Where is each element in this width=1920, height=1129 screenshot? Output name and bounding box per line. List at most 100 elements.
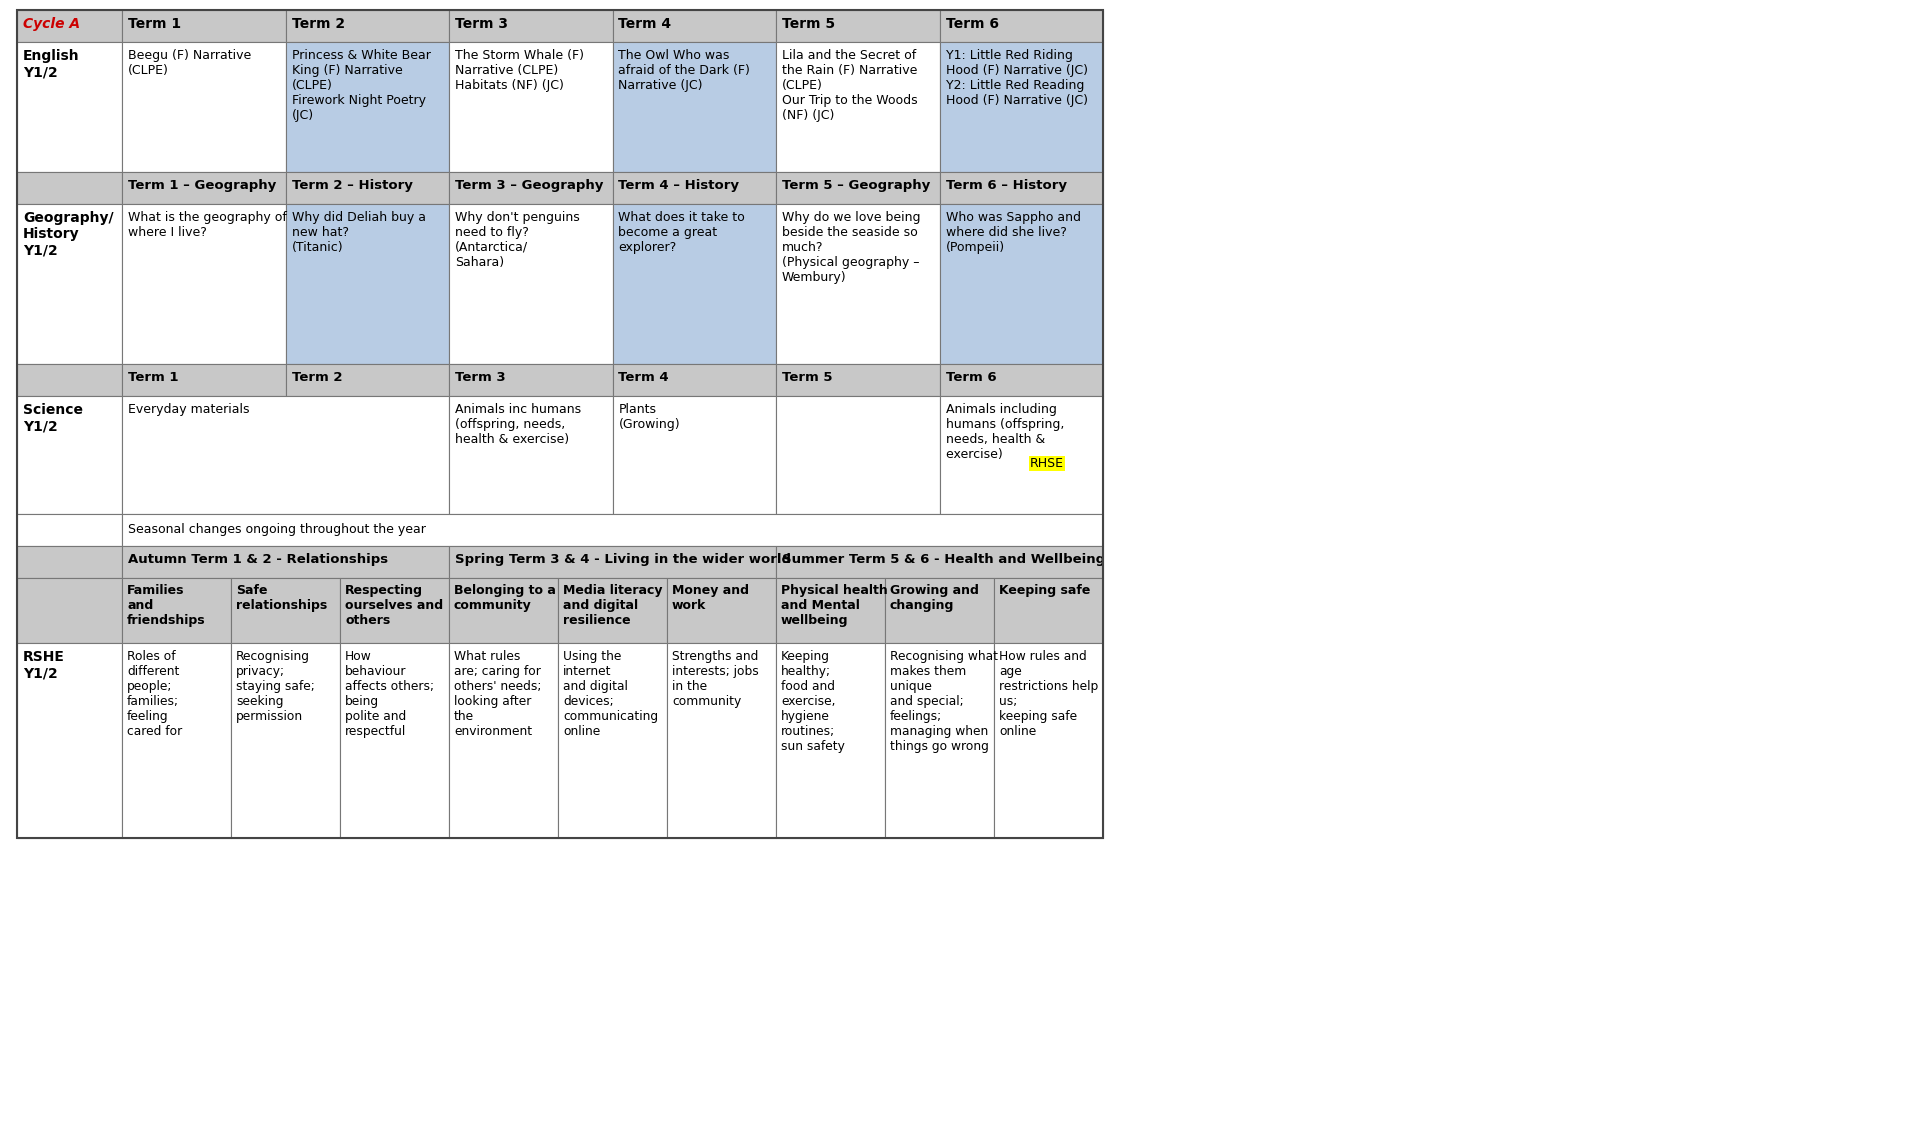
Text: Recognising
privacy;
staying safe;
seeking
permission: Recognising privacy; staying safe; seeki…	[236, 650, 315, 723]
Bar	[123, 644, 230, 838]
Text: RHSE: RHSE	[1029, 457, 1064, 470]
Text: Autumn Term 1 & 2 - Relationships: Autumn Term 1 & 2 - Relationships	[129, 553, 388, 566]
Text: What rules
are; caring for
others' needs;
looking after
the
environment: What rules are; caring for others' needs…	[453, 650, 541, 738]
Bar	[286, 10, 449, 42]
Text: RSHE
Y1/2: RSHE Y1/2	[23, 650, 65, 680]
Bar	[776, 204, 939, 364]
Bar	[612, 172, 776, 204]
Bar	[995, 578, 1102, 644]
Bar	[123, 514, 1102, 546]
Bar	[123, 204, 286, 364]
Text: Geography/
History
Y1/2: Geography/ History Y1/2	[23, 211, 113, 257]
Bar	[449, 42, 612, 172]
Bar	[123, 578, 230, 644]
Text: Term 4: Term 4	[618, 17, 672, 30]
Bar	[230, 644, 340, 838]
Bar	[776, 172, 939, 204]
Bar	[776, 578, 885, 644]
Bar	[776, 644, 885, 838]
Bar	[666, 578, 776, 644]
Bar	[17, 396, 123, 514]
Bar	[612, 364, 776, 396]
Bar	[612, 204, 776, 364]
Bar	[559, 578, 666, 644]
Bar	[17, 364, 123, 396]
Text: Princess & White Bear
King (F) Narrative
(CLPE)
Firework Night Poetry
(JC): Princess & White Bear King (F) Narrative…	[292, 49, 430, 122]
Bar	[776, 10, 939, 42]
Text: Beegu (F) Narrative
(CLPE): Beegu (F) Narrative (CLPE)	[129, 49, 252, 77]
Bar	[939, 172, 1102, 204]
Text: Spring Term 3 & 4 - Living in the wider world: Spring Term 3 & 4 - Living in the wider …	[455, 553, 791, 566]
Bar	[559, 644, 666, 838]
Text: Term 3: Term 3	[455, 17, 509, 30]
Text: Respecting
ourselves and
others: Respecting ourselves and others	[346, 584, 444, 627]
Text: Term 1 – Geography: Term 1 – Geography	[129, 180, 276, 192]
Bar	[123, 396, 449, 514]
Bar	[17, 10, 1102, 838]
Text: Money and
work: Money and work	[672, 584, 749, 612]
Text: Term 4: Term 4	[618, 371, 670, 384]
Text: Term 5: Term 5	[781, 371, 833, 384]
Bar	[449, 364, 612, 396]
Text: Term 4 – History: Term 4 – History	[618, 180, 739, 192]
Bar	[939, 364, 1102, 396]
Bar	[123, 546, 449, 578]
Bar	[449, 578, 559, 644]
Text: Plants
(Growing): Plants (Growing)	[618, 403, 680, 431]
Text: Term 1: Term 1	[129, 371, 179, 384]
Text: Media literacy
and digital
resilience: Media literacy and digital resilience	[563, 584, 662, 627]
Bar	[612, 10, 776, 42]
Text: Term 2 – History: Term 2 – History	[292, 180, 413, 192]
Text: Why did Deliah buy a
new hat?
(Titanic): Why did Deliah buy a new hat? (Titanic)	[292, 211, 426, 254]
Bar	[939, 204, 1102, 364]
Text: Keeping safe: Keeping safe	[998, 584, 1091, 597]
Bar	[286, 172, 449, 204]
Bar	[939, 396, 1102, 514]
Bar	[17, 546, 123, 578]
Text: Term 3 – Geography: Term 3 – Geography	[455, 180, 603, 192]
Bar	[449, 546, 776, 578]
Text: Belonging to a
community: Belonging to a community	[453, 584, 557, 612]
Text: Lila and the Secret of
the Rain (F) Narrative
(CLPE)
Our Trip to the Woods
(NF) : Lila and the Secret of the Rain (F) Narr…	[781, 49, 918, 122]
Bar	[449, 10, 612, 42]
Text: Who was Sappho and
where did she live?
(Pompeii): Who was Sappho and where did she live? (…	[945, 211, 1081, 254]
Text: Roles of
different
people;
families;
feeling
cared for: Roles of different people; families; fee…	[127, 650, 182, 738]
Bar	[612, 42, 776, 172]
Text: Term 3: Term 3	[455, 371, 505, 384]
Text: Keeping
healthy;
food and
exercise,
hygiene
routines;
sun safety: Keeping healthy; food and exercise, hygi…	[781, 650, 845, 753]
Text: Everyday materials: Everyday materials	[129, 403, 250, 415]
Bar	[666, 644, 776, 838]
Bar	[17, 42, 123, 172]
Bar	[286, 204, 449, 364]
Text: Term 5 – Geography: Term 5 – Geography	[781, 180, 931, 192]
Bar	[995, 644, 1102, 838]
Text: How rules and
age
restrictions help
us;
keeping safe
online: How rules and age restrictions help us; …	[998, 650, 1098, 738]
Text: Y1: Little Red Riding
Hood (F) Narrative (JC)
Y2: Little Red Reading
Hood (F) Na: Y1: Little Red Riding Hood (F) Narrative…	[945, 49, 1087, 107]
Text: Recognising what
makes them
unique
and special;
feelings;
managing when
things g: Recognising what makes them unique and s…	[891, 650, 998, 753]
Bar	[286, 364, 449, 396]
Text: Growing and
changing: Growing and changing	[891, 584, 979, 612]
Bar	[885, 644, 995, 838]
Bar	[776, 364, 939, 396]
Bar	[776, 42, 939, 172]
Bar	[449, 172, 612, 204]
Text: Using the
internet
and digital
devices;
communicating
online: Using the internet and digital devices; …	[563, 650, 659, 738]
Text: What does it take to
become a great
explorer?: What does it take to become a great expl…	[618, 211, 745, 254]
Text: Term 1: Term 1	[129, 17, 180, 30]
Bar	[123, 364, 286, 396]
Text: Seasonal changes ongoing throughout the year: Seasonal changes ongoing throughout the …	[129, 523, 426, 536]
Text: Term 6 – History: Term 6 – History	[945, 180, 1066, 192]
Text: Cycle A: Cycle A	[23, 17, 81, 30]
Bar	[123, 10, 286, 42]
Bar	[230, 578, 340, 644]
Bar	[340, 644, 449, 838]
Text: The Storm Whale (F)
Narrative (CLPE)
Habitats (NF) (JC): The Storm Whale (F) Narrative (CLPE) Hab…	[455, 49, 584, 91]
Text: Safe
relationships: Safe relationships	[236, 584, 326, 612]
Text: Strengths and
interests; jobs
in the
community: Strengths and interests; jobs in the com…	[672, 650, 758, 708]
Text: Why do we love being
beside the seaside so
much?
(Physical geography –
Wembury): Why do we love being beside the seaside …	[781, 211, 920, 285]
Text: Science
Y1/2: Science Y1/2	[23, 403, 83, 434]
Bar	[939, 42, 1102, 172]
Bar	[776, 546, 1102, 578]
Text: Term 6: Term 6	[945, 371, 996, 384]
Bar	[885, 578, 995, 644]
